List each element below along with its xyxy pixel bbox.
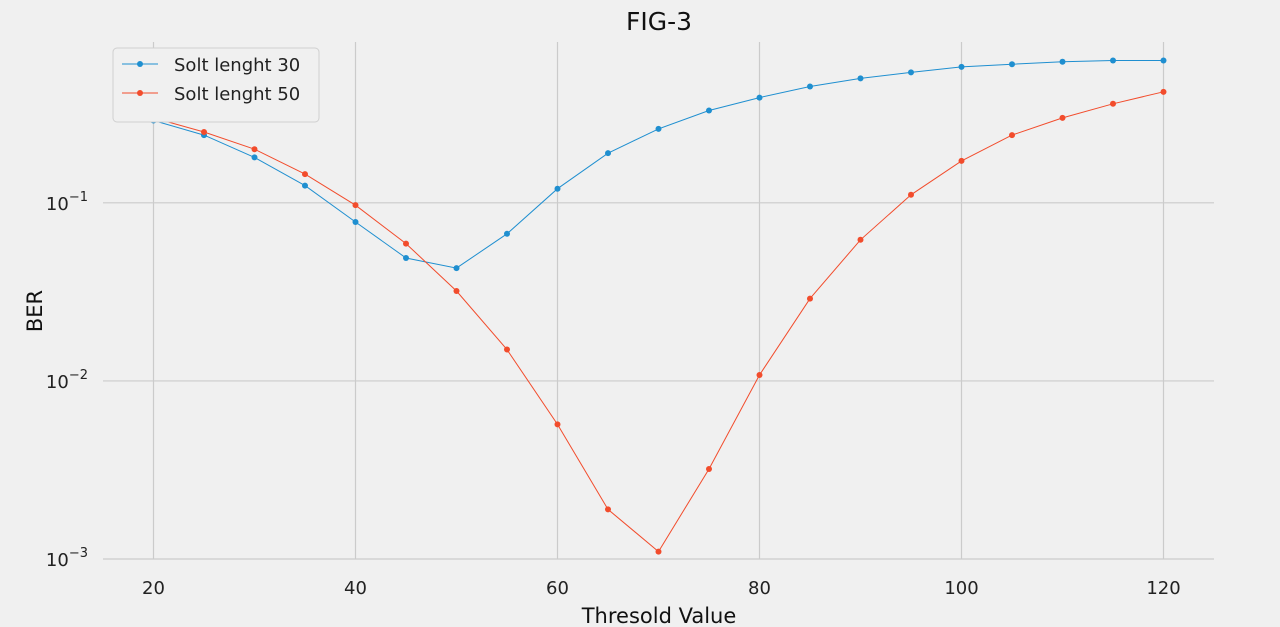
data-point	[908, 69, 914, 76]
grid	[103, 42, 1214, 560]
data-point	[857, 75, 864, 82]
data-point	[958, 157, 965, 164]
x-tick-label: 100	[944, 578, 978, 599]
x-tick-label: 80	[748, 578, 771, 599]
legend-label: Solt lenght 30	[174, 55, 300, 76]
data-point	[554, 185, 561, 192]
data-point	[655, 548, 662, 555]
legend-marker	[137, 90, 143, 96]
data-point	[1160, 57, 1167, 64]
data-point	[302, 182, 308, 189]
x-tick-label: 20	[142, 578, 165, 599]
data-point	[1110, 100, 1116, 107]
chart-title: FIG-3	[626, 7, 692, 36]
data-point	[706, 466, 712, 473]
data-point	[807, 83, 813, 90]
data-point	[706, 107, 712, 114]
data-point	[857, 236, 864, 243]
data-point	[1009, 132, 1015, 139]
data-point	[605, 150, 611, 157]
data-point	[756, 94, 763, 101]
data-point	[1059, 114, 1066, 121]
x-tick-label: 120	[1146, 578, 1180, 599]
data-point	[958, 63, 965, 70]
data-point	[1009, 61, 1015, 68]
data-point	[403, 254, 409, 261]
data-point	[352, 219, 359, 226]
x-tick-label: 60	[546, 578, 569, 599]
data-point	[251, 146, 258, 153]
y-tick-label: 10−2	[46, 368, 88, 393]
series-2	[150, 88, 1167, 555]
data-point	[201, 128, 207, 135]
data-point	[251, 154, 258, 161]
data-point	[504, 346, 510, 353]
legend-marker	[137, 61, 143, 67]
series-group	[150, 57, 1167, 555]
data-point	[453, 287, 460, 294]
y-tick-label: 10−3	[46, 546, 88, 571]
x-tick-label: 40	[344, 578, 367, 599]
data-point	[453, 265, 460, 272]
legend-label: Solt lenght 50	[174, 84, 300, 105]
data-point	[352, 202, 359, 209]
data-point	[756, 371, 763, 378]
data-point	[554, 421, 561, 428]
legend-item: Solt lenght 50	[122, 84, 300, 105]
data-point	[1059, 58, 1066, 65]
legend: Solt lenght 30 Solt lenght 50	[112, 47, 320, 123]
data-point	[605, 506, 611, 513]
series-line	[153, 91, 1164, 553]
data-point	[504, 230, 510, 237]
x-axis-ticks: 20 40 60 80 100 120	[142, 578, 1181, 599]
y-tick-label: 10−1	[46, 190, 88, 215]
data-point	[403, 240, 409, 247]
data-point	[908, 191, 914, 198]
y-axis-label: BER	[23, 290, 47, 332]
data-point	[1160, 88, 1167, 95]
legend-box	[112, 47, 320, 123]
data-point	[302, 171, 308, 178]
legend-item: Solt lenght 30	[122, 55, 300, 76]
data-point	[655, 125, 662, 132]
data-point	[1110, 57, 1116, 64]
x-axis-label: Thresold Value	[581, 604, 737, 627]
data-point	[807, 295, 813, 302]
y-axis-ticks: 10−1 10−2 10−3	[46, 190, 88, 571]
